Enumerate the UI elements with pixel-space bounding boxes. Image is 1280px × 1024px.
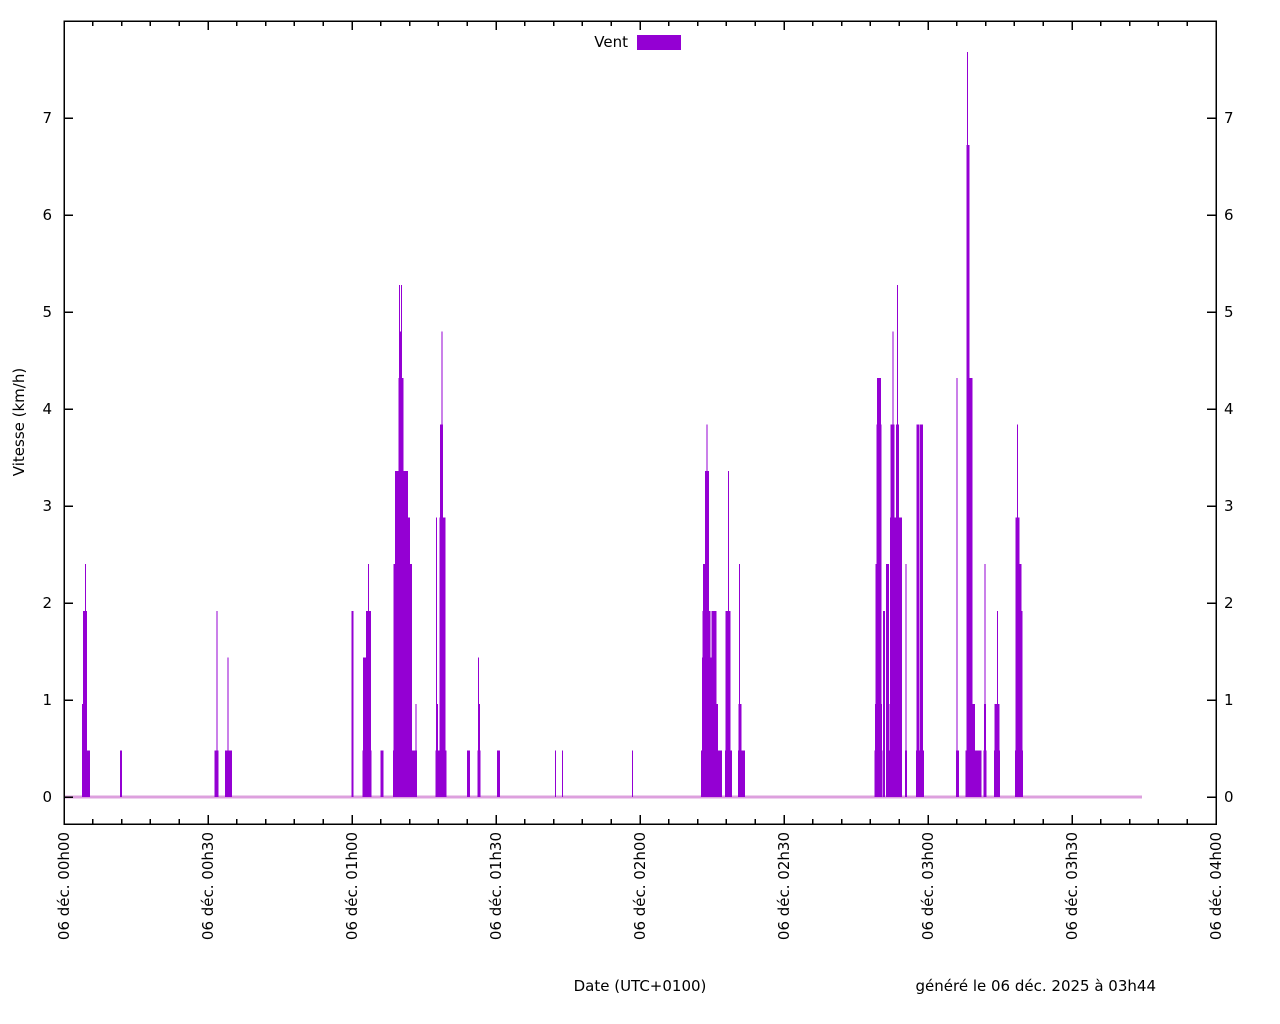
bar xyxy=(877,377,882,797)
bar xyxy=(227,657,229,797)
bar xyxy=(892,331,894,797)
plot-border xyxy=(63,20,1217,825)
zero-line xyxy=(64,795,1143,799)
x-axis-title: Date (UTC+0100) xyxy=(573,977,707,995)
y-tick-label-right: 5 xyxy=(1224,303,1234,321)
bar xyxy=(956,377,958,797)
x-tick-label: 06 déc. 00h30 xyxy=(199,832,217,941)
y-tick-label-right: 7 xyxy=(1224,109,1234,127)
x-tick-label: 06 déc. 00h00 xyxy=(55,832,73,941)
bar xyxy=(727,471,729,797)
y-tick-label: 1 xyxy=(42,691,52,709)
bar xyxy=(905,564,907,797)
y-tick-label-right: 4 xyxy=(1224,400,1234,418)
bar xyxy=(216,610,218,797)
y-tick-label: 0 xyxy=(42,788,52,806)
generated-timestamp: généré le 06 déc. 2025 à 03h44 xyxy=(915,977,1156,995)
x-tick-label: 06 déc. 01h30 xyxy=(487,832,505,941)
bar xyxy=(467,750,471,797)
bar xyxy=(885,564,889,797)
bar xyxy=(631,750,633,797)
y-tick-label-right: 3 xyxy=(1224,497,1234,515)
bar xyxy=(407,517,411,797)
x-tick-label: 06 déc. 02h00 xyxy=(631,832,649,941)
bar xyxy=(737,750,745,797)
x-tick-label: 06 déc. 03h00 xyxy=(919,832,937,941)
bar xyxy=(415,703,417,797)
y-tick-label: 3 xyxy=(42,497,52,515)
bar xyxy=(706,424,708,797)
bar xyxy=(85,564,87,797)
bar xyxy=(478,657,480,797)
bar xyxy=(380,750,384,797)
bar xyxy=(496,750,500,797)
bar xyxy=(919,424,923,797)
bar xyxy=(1018,564,1022,797)
x-tick-label: 06 déc. 01h00 xyxy=(343,832,361,941)
bar xyxy=(968,377,973,797)
y-tick-label-right: 1 xyxy=(1224,691,1234,709)
bar xyxy=(561,750,563,797)
y-tick-label-right: 0 xyxy=(1224,788,1234,806)
bar xyxy=(739,564,741,797)
bar xyxy=(439,424,443,797)
x-tick-label: 06 déc. 03h30 xyxy=(1063,832,1081,941)
bar xyxy=(966,52,968,798)
bar xyxy=(441,331,443,797)
bar xyxy=(900,610,903,797)
x-tick-label: 06 déc. 02h30 xyxy=(775,832,793,941)
y-tick-label: 7 xyxy=(42,109,52,127)
bar xyxy=(882,610,885,797)
bar xyxy=(1017,424,1019,797)
bar xyxy=(1020,610,1023,797)
bar xyxy=(715,703,718,797)
bar xyxy=(400,284,402,798)
bar xyxy=(896,284,898,798)
bar xyxy=(399,284,401,798)
bar xyxy=(711,610,717,797)
bar xyxy=(555,750,557,797)
bar xyxy=(399,331,402,797)
bar xyxy=(410,564,413,797)
bar xyxy=(916,424,920,797)
bar xyxy=(363,657,367,797)
y-tick-label-right: 2 xyxy=(1224,594,1234,612)
y-tick-label: 6 xyxy=(42,206,52,224)
legend-swatch xyxy=(637,35,681,50)
bar xyxy=(351,610,354,797)
bar xyxy=(997,610,999,797)
bar xyxy=(436,517,437,797)
bar xyxy=(367,564,369,797)
bar xyxy=(984,564,986,797)
y-tick-label: 4 xyxy=(42,400,52,418)
x-tick-label: 06 déc. 04h00 xyxy=(1207,832,1225,941)
y-tick-label: 5 xyxy=(42,303,52,321)
y-tick-label: 2 xyxy=(42,594,52,612)
bar xyxy=(966,145,970,797)
bar xyxy=(120,750,123,797)
legend-label-vent: Vent xyxy=(594,33,628,51)
y-tick-label-right: 6 xyxy=(1224,206,1234,224)
